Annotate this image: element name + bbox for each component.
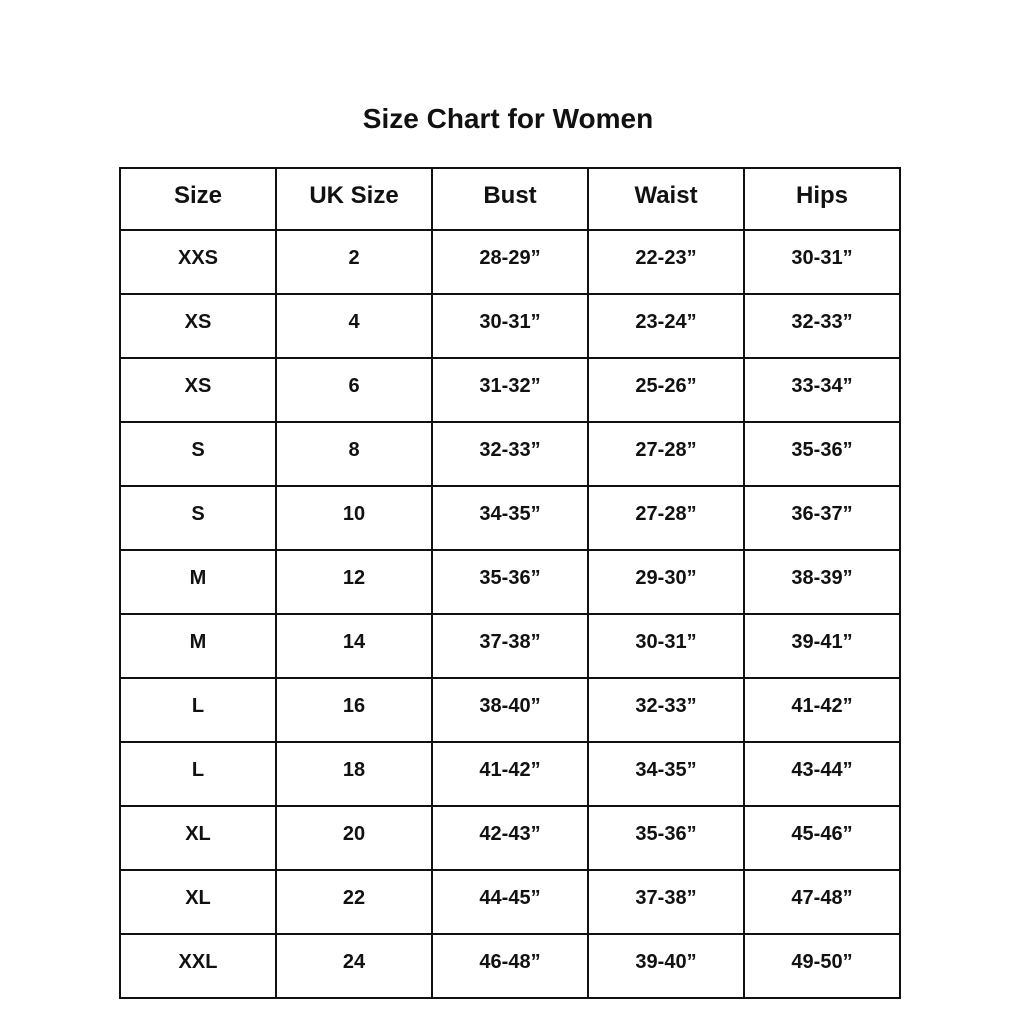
size-cell: S xyxy=(119,485,277,551)
table-row: XXL 24 46-48” 39-40” 49-50” xyxy=(119,933,901,999)
table-row: XL 22 44-45” 37-38” 47-48” xyxy=(119,869,901,935)
size-cell: XS xyxy=(119,293,277,359)
table-row: XS 6 31-32” 25-26” 33-34” xyxy=(119,357,901,423)
size-cell: XL xyxy=(119,805,277,871)
column-header-waist: Waist xyxy=(587,167,745,231)
bust-cell: 30-31” xyxy=(431,293,589,359)
waist-cell: 37-38” xyxy=(587,869,745,935)
table-row: S 8 32-33” 27-28” 35-36” xyxy=(119,421,901,487)
size-cell: XXS xyxy=(119,229,277,295)
hips-cell: 47-48” xyxy=(743,869,901,935)
size-cell: S xyxy=(119,421,277,487)
size-cell: M xyxy=(119,613,277,679)
table-row: M 12 35-36” 29-30” 38-39” xyxy=(119,549,901,615)
size-cell: XXL xyxy=(119,933,277,999)
uk-size-cell: 4 xyxy=(275,293,433,359)
bust-cell: 44-45” xyxy=(431,869,589,935)
hips-cell: 38-39” xyxy=(743,549,901,615)
uk-size-cell: 12 xyxy=(275,549,433,615)
hips-cell: 45-46” xyxy=(743,805,901,871)
table-row: L 18 41-42” 34-35” 43-44” xyxy=(119,741,901,807)
waist-cell: 32-33” xyxy=(587,677,745,743)
size-chart-table: Size UK Size Bust Waist Hips XXS 2 28-29” 2… xyxy=(119,167,901,999)
table-row: XS 4 30-31” 23-24” 32-33” xyxy=(119,293,901,359)
page-title: Size Chart for Women xyxy=(362,103,654,134)
table-row: XL 20 42-43” 35-36” 45-46” xyxy=(119,805,901,871)
table-body: XXS 2 28-29” 22-23” 30-31” XS 4 30-31” 23-24” 32-… xyxy=(119,229,901,999)
hips-cell: 43-44” xyxy=(743,741,901,807)
table-row: M 14 37-38” 30-31” 39-41” xyxy=(119,613,901,679)
uk-size-cell: 22 xyxy=(275,869,433,935)
size-cell: L xyxy=(119,741,277,807)
waist-cell: 22-23” xyxy=(587,229,745,295)
bust-cell: 38-40” xyxy=(431,677,589,743)
bust-cell: 37-38” xyxy=(431,613,589,679)
column-header-size: Size xyxy=(119,167,277,231)
hips-cell: 32-33” xyxy=(743,293,901,359)
table-row: S 10 34-35” 27-28” 36-37” xyxy=(119,485,901,551)
size-cell: L xyxy=(119,677,277,743)
bust-cell: 34-35” xyxy=(431,485,589,551)
uk-size-cell: 8 xyxy=(275,421,433,487)
bust-cell: 28-29” xyxy=(431,229,589,295)
size-cell: M xyxy=(119,549,277,615)
uk-size-cell: 14 xyxy=(275,613,433,679)
waist-cell: 39-40” xyxy=(587,933,745,999)
bust-cell: 46-48” xyxy=(431,933,589,999)
uk-size-cell: 10 xyxy=(275,485,433,551)
bust-cell: 35-36” xyxy=(431,549,589,615)
size-cell: XL xyxy=(119,869,277,935)
waist-cell: 35-36” xyxy=(587,805,745,871)
bust-cell: 41-42” xyxy=(431,741,589,807)
table-row: L 16 38-40” 32-33” 41-42” xyxy=(119,677,901,743)
column-header-hips: Hips xyxy=(743,167,901,231)
table-row: XXS 2 28-29” 22-23” 30-31” xyxy=(119,229,901,295)
waist-cell: 23-24” xyxy=(587,293,745,359)
uk-size-cell: 6 xyxy=(275,357,433,423)
hips-cell: 30-31” xyxy=(743,229,901,295)
waist-cell: 27-28” xyxy=(587,421,745,487)
waist-cell: 25-26” xyxy=(587,357,745,423)
uk-size-cell: 24 xyxy=(275,933,433,999)
size-cell: XS xyxy=(119,357,277,423)
bust-cell: 42-43” xyxy=(431,805,589,871)
uk-size-cell: 18 xyxy=(275,741,433,807)
uk-size-cell: 2 xyxy=(275,229,433,295)
waist-cell: 27-28” xyxy=(587,485,745,551)
hips-cell: 35-36” xyxy=(743,421,901,487)
hips-cell: 36-37” xyxy=(743,485,901,551)
bust-cell: 31-32” xyxy=(431,357,589,423)
uk-size-cell: 16 xyxy=(275,677,433,743)
column-header-uk-size: UK Size xyxy=(275,167,433,231)
waist-cell: 34-35” xyxy=(587,741,745,807)
bust-cell: 32-33” xyxy=(431,421,589,487)
uk-size-cell: 20 xyxy=(275,805,433,871)
waist-cell: 30-31” xyxy=(587,613,745,679)
hips-cell: 33-34” xyxy=(743,357,901,423)
table-header-row: Size UK Size Bust Waist Hips xyxy=(119,167,901,231)
column-header-bust: Bust xyxy=(431,167,589,231)
hips-cell: 39-41” xyxy=(743,613,901,679)
waist-cell: 29-30” xyxy=(587,549,745,615)
hips-cell: 49-50” xyxy=(743,933,901,999)
hips-cell: 41-42” xyxy=(743,677,901,743)
